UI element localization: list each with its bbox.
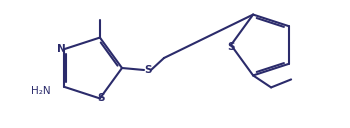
Text: S: S <box>144 65 152 75</box>
Text: N: N <box>57 44 65 54</box>
Text: S: S <box>227 42 235 52</box>
Text: H₂N: H₂N <box>32 86 51 96</box>
Text: S: S <box>97 93 105 103</box>
